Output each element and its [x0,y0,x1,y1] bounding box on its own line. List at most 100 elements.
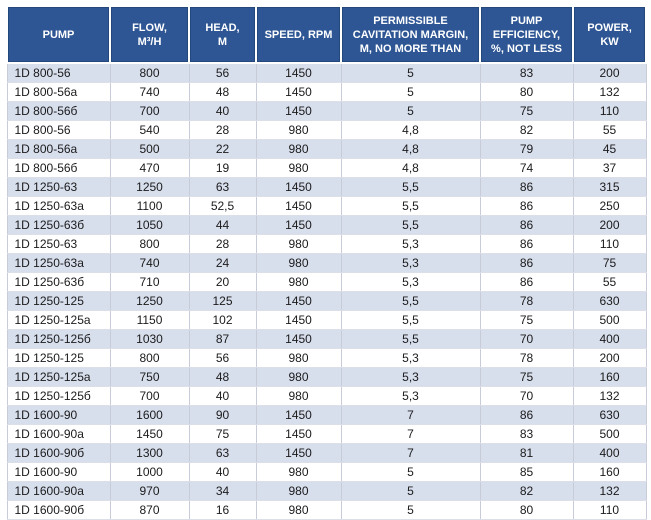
head-cell: 40 [188,386,257,406]
table-row: 1D 800-56a 740 48 1450 5 80 132 [6,82,647,102]
head-cell: 87 [188,329,257,349]
table-row: 1D 1250-63б 1050 44 1450 5,5 86 200 [6,215,647,235]
head-cell: 28 [188,234,257,254]
pump-name-cell: 1D 1250-125a [6,367,111,387]
speed-cell: 980 [255,500,342,520]
head-cell: 20 [188,272,257,292]
flow-cell: 1150 [109,310,190,330]
speed-cell: 1450 [255,196,342,216]
pump-name-cell: 1D 1600-90a [6,424,111,444]
table-row: 1D 800-56б 700 40 1450 5 75 110 [6,101,647,121]
power-cell: 55 [572,120,647,140]
speed-cell: 1450 [255,101,342,121]
power-cell: 200 [572,215,647,235]
flow-cell: 700 [109,101,190,121]
column-header-speed: SPEED, RPM [255,5,342,64]
power-cell: 500 [572,424,647,444]
power-cell: 37 [572,158,647,178]
cavitation-cell: 5,3 [340,386,481,406]
efficiency-cell: 78 [479,291,574,311]
efficiency-cell: 86 [479,234,574,254]
cavitation-cell: 5,3 [340,348,481,368]
head-cell: 34 [188,481,257,501]
speed-cell: 980 [255,386,342,406]
flow-cell: 1050 [109,215,190,235]
head-cell: 19 [188,158,257,178]
head-cell: 40 [188,462,257,482]
efficiency-cell: 70 [479,329,574,349]
pump-name-cell: 1D 800-56б [6,158,111,178]
efficiency-cell: 80 [479,500,574,520]
table-row: 1D 1250-63 1250 63 1450 5,5 86 315 [6,177,647,197]
head-cell: 48 [188,367,257,387]
pump-name-cell: 1D 1250-63a [6,253,111,273]
efficiency-cell: 75 [479,367,574,387]
speed-cell: 980 [255,120,342,140]
pump-name-cell: 1D 1600-90 [6,462,111,482]
power-cell: 315 [572,177,647,197]
header-row: PUMP FLOW, M³/H HEAD, M SPEED, RPM PERMI… [6,5,647,64]
efficiency-cell: 80 [479,82,574,102]
efficiency-cell: 82 [479,481,574,501]
flow-cell: 710 [109,272,190,292]
head-cell: 102 [188,310,257,330]
power-cell: 630 [572,291,647,311]
table-row: 1D 1250-63a 740 24 980 5,3 86 75 [6,253,647,273]
efficiency-cell: 82 [479,120,574,140]
speed-cell: 980 [255,367,342,387]
table-row: 1D 1600-90 1600 90 1450 7 86 630 [6,405,647,425]
power-cell: 110 [572,500,647,520]
power-cell: 160 [572,462,647,482]
pump-name-cell: 1D 800-56б [6,101,111,121]
speed-cell: 980 [255,158,342,178]
head-cell: 48 [188,82,257,102]
efficiency-cell: 86 [479,177,574,197]
efficiency-cell: 86 [479,215,574,235]
efficiency-cell: 86 [479,272,574,292]
pump-spec-table: PUMP FLOW, M³/H HEAD, M SPEED, RPM PERMI… [6,5,647,520]
flow-cell: 740 [109,82,190,102]
flow-cell: 470 [109,158,190,178]
pump-name-cell: 1D 1250-63б [6,272,111,292]
cavitation-cell: 5 [340,82,481,102]
pump-name-cell: 1D 1600-90б [6,500,111,520]
power-cell: 110 [572,234,647,254]
flow-cell: 870 [109,500,190,520]
power-cell: 250 [572,196,647,216]
efficiency-cell: 74 [479,158,574,178]
speed-cell: 1450 [255,177,342,197]
table-row: 1D 1250-125a 750 48 980 5,3 75 160 [6,367,647,387]
head-cell: 56 [188,63,257,83]
cavitation-cell: 5 [340,101,481,121]
table-row: 1D 1250-63 800 28 980 5,3 86 110 [6,234,647,254]
table-row: 1D 1250-63б 710 20 980 5,3 86 55 [6,272,647,292]
pump-name-cell: 1D 1250-63 [6,234,111,254]
efficiency-cell: 79 [479,139,574,159]
pump-name-cell: 1D 1250-63 [6,177,111,197]
pump-name-cell: 1D 800-56a [6,139,111,159]
speed-cell: 980 [255,139,342,159]
speed-cell: 1450 [255,405,342,425]
power-cell: 160 [572,367,647,387]
head-cell: 63 [188,443,257,463]
flow-cell: 1030 [109,329,190,349]
column-header-power: POWER, KW [572,5,647,64]
table-row: 1D 1250-125б 1030 87 1450 5,5 70 400 [6,329,647,349]
power-cell: 55 [572,272,647,292]
column-header-pump: PUMP [6,5,111,64]
flow-cell: 1100 [109,196,190,216]
power-cell: 132 [572,82,647,102]
cavitation-cell: 4,8 [340,139,481,159]
flow-cell: 800 [109,234,190,254]
head-cell: 16 [188,500,257,520]
head-cell: 22 [188,139,257,159]
pump-name-cell: 1D 1250-125б [6,386,111,406]
head-cell: 44 [188,215,257,235]
table-row: 1D 800-56a 500 22 980 4,8 79 45 [6,139,647,159]
speed-cell: 1450 [255,424,342,444]
power-cell: 45 [572,139,647,159]
column-header-cavitation: PERMISSIBLE CAVITATION MARGIN, M, NO MOR… [340,5,481,64]
cavitation-cell: 5,5 [340,177,481,197]
table-header: PUMP FLOW, M³/H HEAD, M SPEED, RPM PERMI… [6,5,647,64]
efficiency-cell: 78 [479,348,574,368]
